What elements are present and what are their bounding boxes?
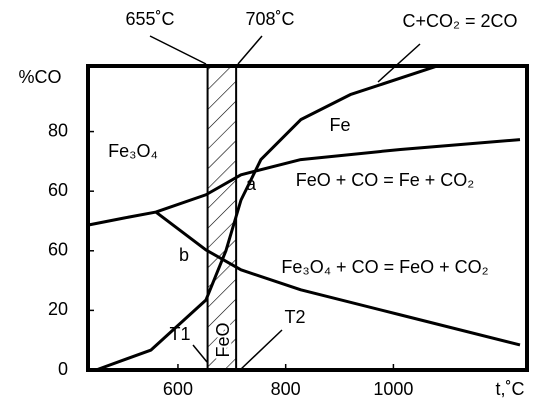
leader-line [239, 329, 283, 371]
annotation: C+CO₂ = 2CO [402, 11, 517, 31]
y-axis-label: %CO [18, 67, 61, 87]
hatched-region [207, 66, 237, 370]
leader-line [192, 344, 208, 363]
x-axis-label: t,˚C [496, 379, 525, 399]
leader-line [237, 35, 263, 65]
curve [95, 65, 436, 372]
y-tick-label: 20 [48, 299, 68, 319]
annotation: T2 [284, 307, 305, 327]
annotation: Fe [329, 115, 350, 135]
reference-label: 655˚C [125, 9, 174, 29]
annotation: FeO [213, 322, 233, 357]
x-tick-label: 600 [163, 379, 193, 399]
annotation: FeO + CO = Fe + CO₂ [296, 170, 475, 190]
leader-line [149, 35, 207, 65]
curve [154, 210, 521, 347]
x-tick-label: 1000 [373, 379, 413, 399]
y-tick-label: 60 [48, 180, 68, 200]
y-tick-label: 0 [58, 359, 68, 379]
y-tick-label: 80 [48, 120, 68, 140]
annotation: T1 [169, 324, 190, 344]
curve [88, 138, 521, 227]
annotation: Fe₃O₄ + CO = FeO + CO₂ [281, 257, 488, 277]
annotation: a [246, 174, 257, 194]
plot-frame [86, 64, 529, 372]
annotation: b [179, 245, 189, 265]
leader-line [377, 43, 421, 83]
annotation: Fe₃O₄ [108, 141, 158, 161]
reference-label: 708˚C [245, 9, 294, 29]
y-tick-label: 60 [48, 240, 68, 260]
x-tick-label: 800 [271, 379, 301, 399]
